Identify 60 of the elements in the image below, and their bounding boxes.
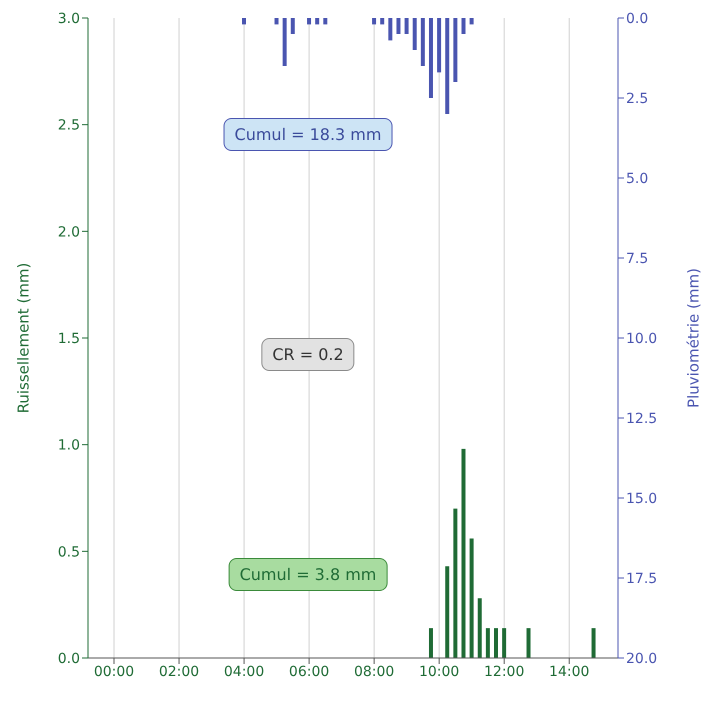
x-tick-label: 06:00 xyxy=(288,664,330,680)
bar xyxy=(380,18,384,24)
y-tick-label: 0.0 xyxy=(58,650,80,667)
bar xyxy=(388,18,392,40)
bar xyxy=(437,18,442,72)
bar xyxy=(526,628,531,658)
y-tick-label: 2.5 xyxy=(58,118,80,134)
bar xyxy=(323,18,328,24)
x-tick-label: 10:00 xyxy=(418,664,460,680)
bar xyxy=(445,18,450,114)
y-tick-label: 1.0 xyxy=(58,438,80,454)
y2-tick-label: 7.5 xyxy=(626,250,648,267)
bar xyxy=(307,18,312,24)
bar xyxy=(372,18,376,24)
bar xyxy=(453,18,458,82)
y-tick-label: 3.0 xyxy=(58,10,80,27)
y2-tick-label: 12.5 xyxy=(626,410,658,427)
y2-tick-label: 20.0 xyxy=(626,650,658,667)
bar xyxy=(274,18,279,24)
bar xyxy=(396,18,400,34)
y2-tick-label: 10.0 xyxy=(626,330,658,347)
bar xyxy=(242,18,246,24)
bar xyxy=(445,566,450,658)
annotation: Cumul = 3.8 mm xyxy=(228,558,388,591)
y2-tick-label: 5.0 xyxy=(626,170,648,187)
y-axis-title: Ruissellement (mm) xyxy=(14,262,32,414)
y-tick-label: 0.5 xyxy=(58,544,80,560)
y2-tick-label: 0.0 xyxy=(626,10,648,27)
x-tick-label: 04:00 xyxy=(224,664,264,680)
bar xyxy=(486,628,490,658)
bar xyxy=(428,18,433,98)
bar xyxy=(420,18,425,66)
y2-tick-label: 15.0 xyxy=(626,490,658,507)
y2-axis-title: Pluviométrie (mm) xyxy=(684,268,702,408)
annotation: Cumul = 18.3 mm xyxy=(224,118,392,151)
x-tick-label: 00:00 xyxy=(94,664,134,680)
y-tick-label: 1.5 xyxy=(58,330,80,347)
bar xyxy=(282,18,287,66)
bar xyxy=(592,628,596,658)
bar xyxy=(315,18,320,24)
bar xyxy=(494,628,498,658)
bar xyxy=(470,538,474,658)
y2-tick-label: 17.5 xyxy=(626,570,658,587)
x-tick-label: 08:00 xyxy=(354,664,394,680)
x-tick-label: 02:00 xyxy=(158,664,200,680)
bar xyxy=(502,628,506,658)
annotation: CR = 0.2 xyxy=(261,338,355,371)
bar xyxy=(404,18,409,34)
bar xyxy=(290,18,295,34)
x-tick-label: 12:00 xyxy=(484,664,524,680)
bar xyxy=(470,18,474,24)
bar xyxy=(461,18,466,34)
y2-tick-label: 2.5 xyxy=(626,90,648,107)
bar xyxy=(453,508,458,658)
bar xyxy=(428,628,433,658)
x-tick-label: 14:00 xyxy=(549,664,590,680)
bar xyxy=(478,598,482,658)
bar xyxy=(461,448,466,658)
y-tick-label: 2.0 xyxy=(58,224,80,240)
bar xyxy=(412,18,417,50)
